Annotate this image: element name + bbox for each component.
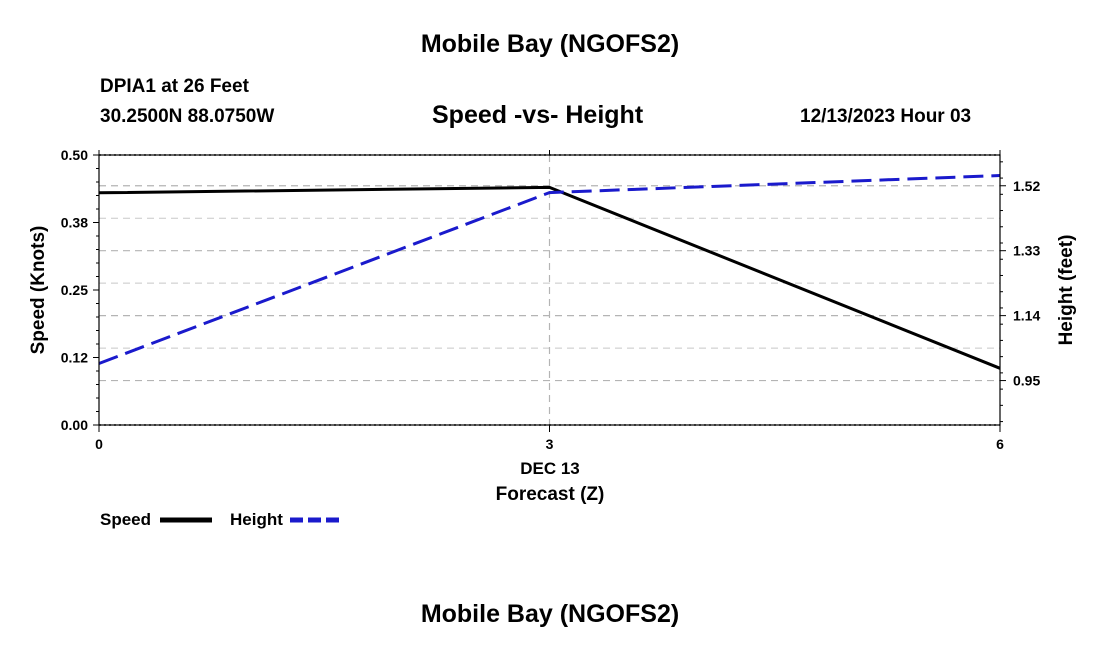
y-left-tick-label: 0.00: [61, 417, 88, 433]
legend-label-height: Height: [230, 510, 283, 529]
legend: Speed Height: [100, 510, 342, 529]
station-coordinates: 30.2500N 88.0750W: [100, 106, 275, 127]
y-left-tick-label: 0.50: [61, 147, 88, 163]
y-right-tick-label: 1.33: [1013, 243, 1040, 259]
y-right-tick-label: 0.95: [1013, 373, 1040, 389]
x-tick-label: 3: [546, 436, 554, 452]
grid-layer: [99, 155, 1000, 425]
page-title-bottom: Mobile Bay (NGOFS2): [420, 600, 680, 628]
x-axis-label: Forecast (Z): [496, 484, 605, 505]
x-tick-label: 0: [95, 436, 103, 452]
page-title-top: Mobile Bay (NGOFS2): [420, 30, 680, 58]
y-right-tick-label: 1.14: [1013, 308, 1040, 324]
x-date-label: DEC 13: [520, 459, 580, 478]
y-left-tick-label: 0.12: [61, 350, 88, 366]
axis-layer: 0.00 0.12 0.25 0.38 0.50 0.95 1.14 1.33 1.52 0 3 6: [61, 147, 1041, 452]
y-left-tick-label: 0.25: [61, 282, 88, 298]
legend-label-speed: Speed: [100, 510, 151, 529]
y-left-tick-label: 0.38: [61, 215, 88, 231]
y-axis-right-label: Height (feet): [1056, 235, 1077, 346]
station-label: DPIA1 at 26 Feet: [100, 76, 249, 97]
speed-height-chart: 0.000.120.250.380.500.951.141.331.520 3 6 …: [28, 147, 1077, 529]
x-tick-label: 6: [996, 436, 1004, 452]
chart-title: Speed -vs- Height: [432, 101, 644, 129]
forecast-datetime: 12/13/2023 Hour 03: [800, 106, 972, 127]
y-axis-left-label: Speed (Knots): [28, 226, 49, 355]
y-right-tick-label: 1.52: [1013, 178, 1040, 194]
